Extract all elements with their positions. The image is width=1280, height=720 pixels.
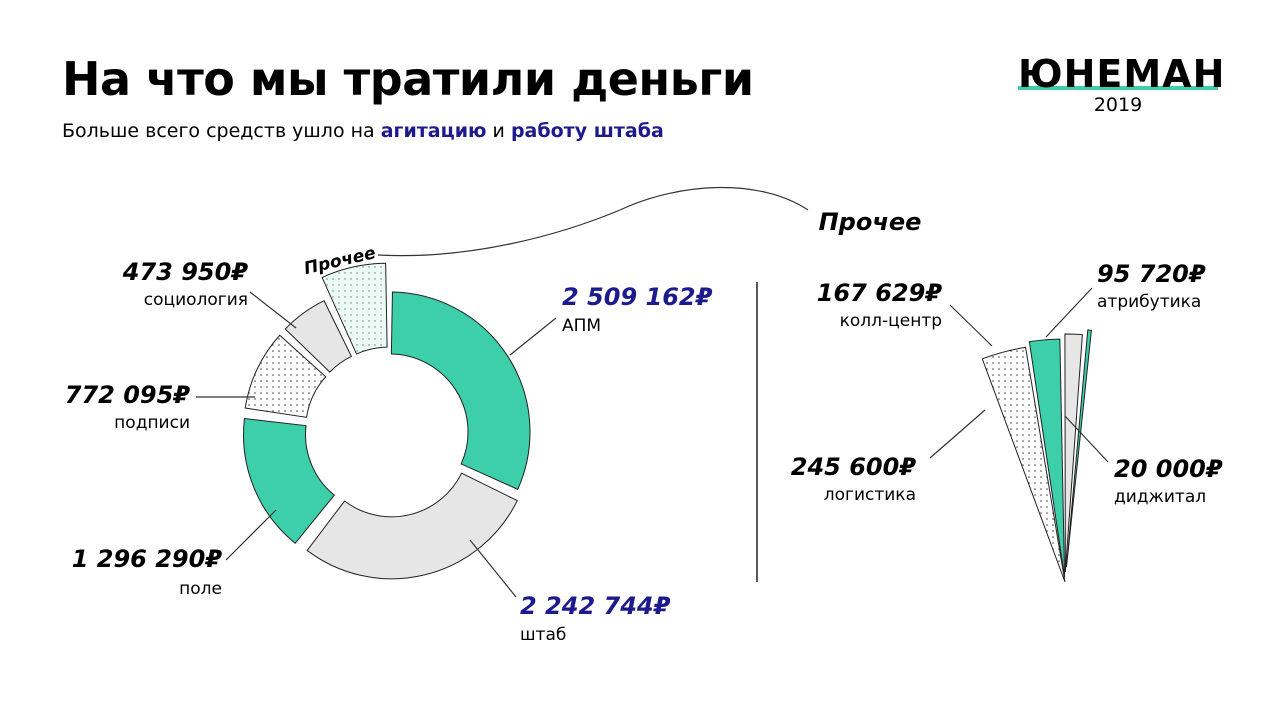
detail-leader-1 bbox=[949, 304, 993, 347]
connector-curve bbox=[377, 186, 809, 257]
detail-value-label: 20 000₽ bbox=[1114, 455, 1223, 483]
brand-name: ЮНЕМАН bbox=[1018, 52, 1226, 96]
detail-value-label: 167 629₽ bbox=[817, 279, 943, 307]
leader-line-4 bbox=[249, 291, 297, 329]
leader-line-1 bbox=[469, 539, 517, 598]
subtitle-highlight-agitation: агитацию bbox=[380, 120, 487, 142]
slice-category-label: АПМ bbox=[562, 316, 601, 336]
chart-labels: 2 509 162₽ АПМ 2 242 744₽ штаб 1 296 290₽ пол… bbox=[65, 208, 1223, 645]
brand-logo: ЮНЕМАН 2019 bbox=[1018, 52, 1226, 116]
detail-value-label: 245 600₽ bbox=[791, 453, 917, 481]
brand-underline bbox=[1018, 86, 1218, 90]
detail-category-label: колл-центр bbox=[840, 311, 942, 331]
detail-leader-2 bbox=[1045, 287, 1093, 338]
slice-value-label: 473 950₽ bbox=[122, 258, 249, 286]
brand-year: 2019 bbox=[1093, 94, 1143, 116]
detail-slice-2 bbox=[1064, 333, 1083, 573]
detail-title: Прочее bbox=[819, 208, 922, 236]
donut-slice-4 bbox=[284, 300, 353, 373]
slice-category-label: социология bbox=[144, 290, 248, 310]
detail-value-label: 95 720₽ bbox=[1097, 260, 1206, 288]
page-subtitle: Больше всего средств ушло на агитацию и … bbox=[62, 120, 664, 142]
main-donut bbox=[243, 262, 531, 580]
subtitle-text: Больше всего средств ушло на bbox=[62, 120, 381, 142]
slice-value-label: 2 509 162₽ bbox=[562, 283, 713, 311]
slice-category-label: подписи bbox=[114, 413, 190, 433]
donut-slice-1 bbox=[306, 472, 518, 580]
detail-leader-3 bbox=[1064, 415, 1109, 463]
slice-value-label: 2 242 744₽ bbox=[520, 592, 671, 620]
detail-slice-3 bbox=[1065, 329, 1092, 568]
slice-value-label: 1 296 290₽ bbox=[72, 545, 223, 573]
subtitle-highlight-hq: работу штаба bbox=[510, 120, 664, 142]
donut-slice-0 bbox=[390, 291, 531, 490]
detail-fan bbox=[981, 329, 1092, 583]
donut-slice-3 bbox=[244, 334, 327, 418]
slice-value-label: 772 095₽ bbox=[65, 381, 191, 409]
subtitle-conjunction: и bbox=[486, 120, 511, 142]
leader-line-2 bbox=[225, 509, 277, 561]
donut-slice-5 bbox=[321, 262, 388, 355]
page-title: На что мы тратили деньги bbox=[62, 52, 754, 106]
slice-category-label: поле bbox=[179, 579, 222, 599]
detail-slice-1 bbox=[1028, 338, 1066, 578]
detail-category-label: логистика bbox=[824, 485, 916, 505]
donut-slice-2 bbox=[243, 417, 336, 544]
leader-line-0 bbox=[509, 317, 557, 356]
detail-category-label: диджитал bbox=[1114, 487, 1206, 507]
detail-leader-0 bbox=[929, 409, 986, 459]
detail-category-label: атрибутика bbox=[1097, 292, 1201, 312]
detail-slice-0 bbox=[981, 346, 1066, 583]
slice-category-label: штаб bbox=[520, 625, 566, 645]
